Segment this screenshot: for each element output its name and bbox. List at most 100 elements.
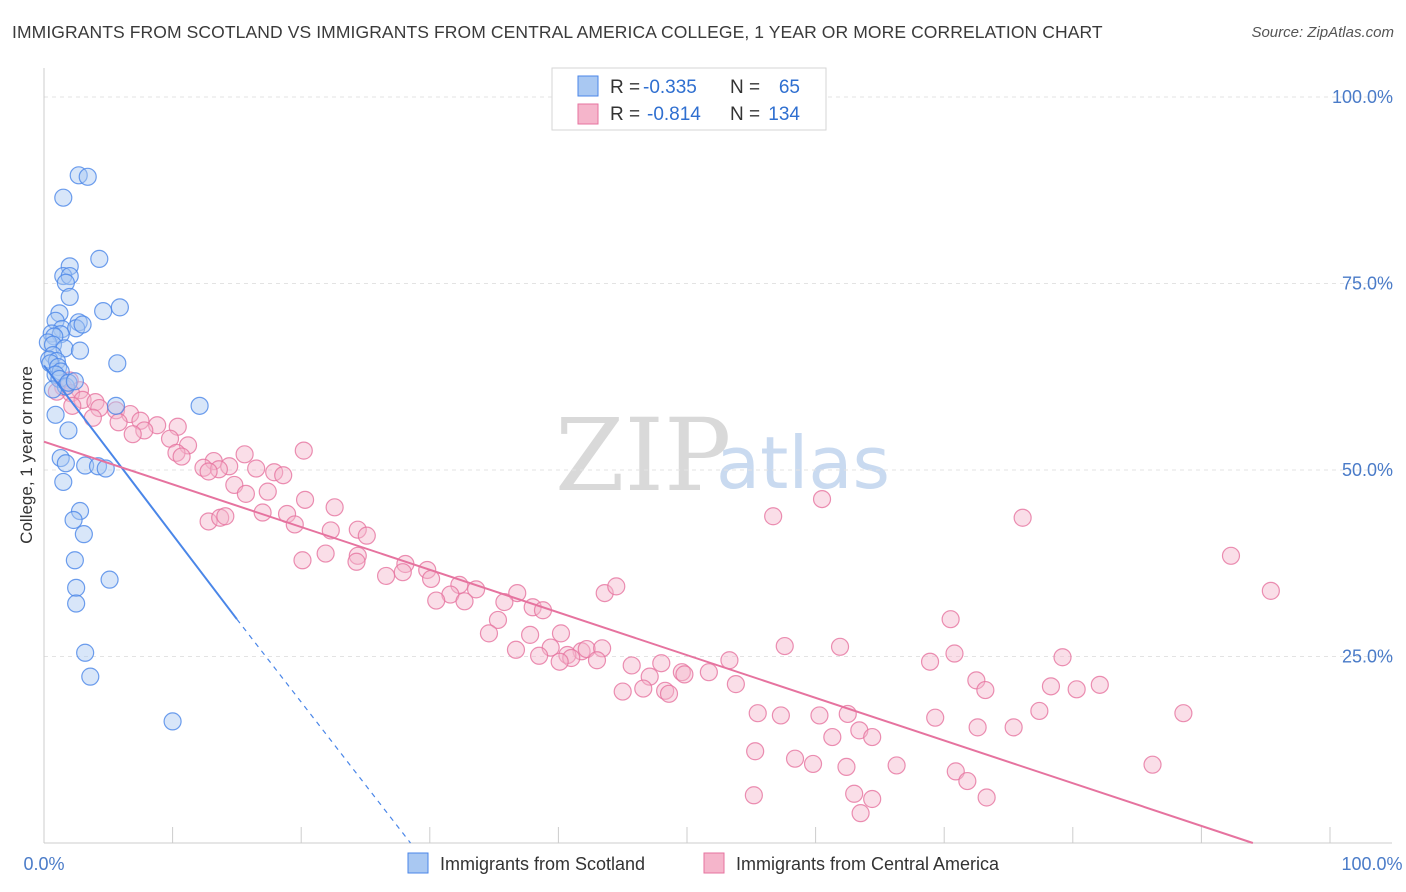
central-america-point — [247, 459, 266, 478]
central-america-point — [803, 754, 823, 774]
scotland-point — [56, 273, 75, 292]
legend-n-label-2: N = — [730, 104, 760, 125]
scotland-point — [51, 448, 70, 468]
central-america-point — [1004, 718, 1023, 737]
central-america-point — [675, 665, 694, 684]
scotland-point — [65, 551, 84, 570]
central-america-point — [672, 663, 691, 682]
legend-n-value-1: 65 — [779, 77, 800, 98]
source-credit: Source: ZipAtlas.com — [1251, 24, 1394, 41]
scotland-point — [94, 302, 113, 321]
scotland-point — [59, 373, 78, 392]
y-tick-label-75: 75.0% — [1342, 274, 1393, 294]
legend-swatch-central-america — [577, 103, 599, 125]
central-america-point — [595, 583, 614, 603]
central-america-point — [746, 742, 765, 761]
scotland-point — [46, 405, 65, 424]
central-america-point — [699, 663, 718, 682]
central-america-point — [235, 445, 254, 464]
y-axis-tick-labels: 100.0% 75.0% 50.0% 25.0% — [1332, 87, 1393, 667]
central-america-point — [479, 624, 499, 643]
watermark-zip: ZIP — [555, 397, 731, 514]
central-america-point — [607, 577, 626, 596]
scotland-point — [110, 298, 129, 317]
central-america-point — [357, 526, 376, 545]
trend-lines — [43, 364, 1254, 844]
central-america-point — [253, 503, 272, 522]
central-america-point — [622, 656, 641, 675]
central-america-point — [851, 804, 870, 823]
central-america-point — [106, 401, 126, 420]
central-america-point — [109, 413, 128, 432]
central-america-point — [376, 566, 396, 586]
central-america-point — [418, 560, 437, 580]
central-america-point — [613, 682, 632, 701]
central-america-point — [976, 680, 995, 700]
scotland-point — [78, 167, 97, 186]
bottom-legend-swatch-central-america — [703, 852, 725, 874]
correlation-legend: R = -0.335 N = 65 R = -0.814 N = 134 — [551, 67, 827, 131]
central-america-point — [837, 757, 856, 777]
central-america-point — [172, 447, 191, 466]
central-america-point — [726, 675, 745, 694]
central-america-point — [845, 784, 864, 803]
central-america-point — [1053, 648, 1072, 667]
central-america-point — [1041, 677, 1061, 696]
central-america-point — [295, 490, 315, 509]
central-america-point — [258, 482, 277, 501]
central-america-point — [652, 654, 671, 673]
legend-r-label-1: R = — [610, 77, 640, 98]
central-america-point — [1221, 546, 1241, 565]
scotland-point — [100, 570, 119, 589]
scotland-point — [106, 396, 126, 415]
watermark: ZIP atlas — [555, 397, 890, 514]
central-america-point — [325, 498, 344, 517]
central-america-point — [1030, 701, 1049, 721]
central-america-point — [634, 679, 653, 698]
bottom-legend-label-central-america: Immigrants from Central America — [736, 854, 1000, 874]
central-america-point — [946, 762, 965, 781]
central-america-point — [1090, 675, 1109, 694]
central-america-point — [830, 637, 850, 656]
central-america-point — [771, 706, 790, 725]
scotland-point — [64, 510, 83, 530]
bottom-legend-swatch-scotland — [407, 852, 429, 874]
x-tick-label-max: 100.0% — [1341, 854, 1402, 874]
central-america-point — [216, 507, 235, 526]
central-america-point — [863, 789, 882, 809]
central-america-point — [393, 563, 412, 582]
central-america-point — [926, 708, 945, 727]
scotland-point — [54, 188, 73, 207]
central-america-point — [945, 644, 964, 663]
scotland-point — [108, 354, 127, 373]
series-scotland — [38, 166, 209, 731]
legend-swatch-scotland — [577, 75, 599, 97]
central-america-point — [521, 625, 540, 644]
scotland-point — [54, 472, 73, 492]
central-america-point — [1174, 704, 1193, 723]
central-america-point — [83, 408, 102, 427]
central-america-point — [131, 411, 150, 430]
central-america-point — [427, 591, 446, 610]
central-america-point — [958, 771, 977, 791]
central-america-point — [887, 756, 906, 775]
scotland-point — [70, 341, 90, 360]
scotland-point — [69, 166, 88, 185]
scotland-point — [190, 396, 209, 415]
bottom-legend-label-scotland: Immigrants from Scotland — [440, 854, 645, 874]
central-america-point — [593, 639, 612, 658]
trend-line-scotland-extension — [236, 618, 411, 844]
gridlines — [44, 96, 1392, 657]
central-america-point — [488, 610, 508, 630]
central-america-point — [587, 651, 607, 670]
central-america-point — [977, 788, 996, 807]
legend-r-label-2: R = — [610, 104, 640, 125]
central-america-point — [550, 652, 569, 671]
legend-n-value-2: 134 — [768, 104, 800, 125]
central-america-point — [466, 580, 486, 599]
scotland-point — [70, 501, 90, 521]
central-america-point — [506, 640, 526, 659]
scotland-point — [74, 525, 93, 544]
legend-n-label-1: N = — [730, 77, 760, 98]
central-america-point — [199, 512, 218, 531]
